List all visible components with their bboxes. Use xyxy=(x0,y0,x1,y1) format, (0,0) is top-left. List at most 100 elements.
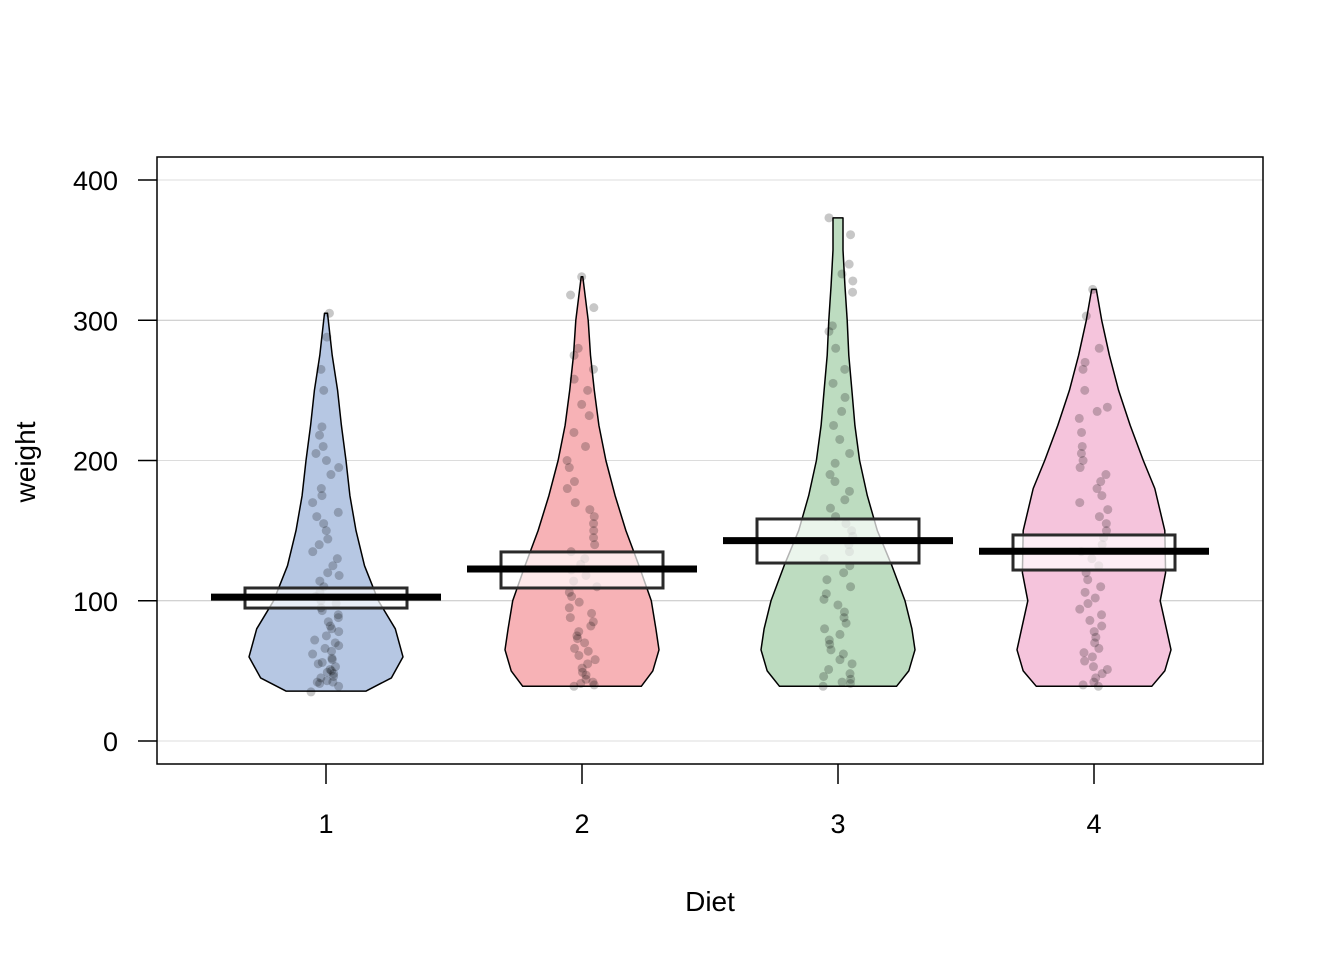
data-point xyxy=(313,659,323,669)
data-point xyxy=(829,420,839,430)
data-point xyxy=(315,430,325,440)
data-point xyxy=(320,643,330,653)
data-point xyxy=(588,617,598,627)
data-point xyxy=(564,463,574,473)
data-point xyxy=(308,498,318,508)
y-tick-label: 300 xyxy=(73,306,118,336)
data-point xyxy=(569,477,579,487)
data-point xyxy=(589,680,599,690)
data-point xyxy=(1094,343,1104,353)
data-point xyxy=(573,634,583,644)
data-point xyxy=(1081,311,1091,321)
data-point xyxy=(837,406,847,416)
data-point xyxy=(1089,627,1099,637)
data-point xyxy=(589,533,599,543)
data-point xyxy=(830,477,840,487)
data-point xyxy=(1075,604,1085,614)
data-point xyxy=(319,385,329,395)
data-point xyxy=(569,427,579,437)
violin-diet-4 xyxy=(1016,288,1172,688)
data-point xyxy=(1097,491,1107,501)
data-point xyxy=(828,378,838,388)
data-point xyxy=(837,269,847,279)
data-point xyxy=(564,587,574,597)
data-point xyxy=(819,671,829,681)
data-point xyxy=(308,649,318,659)
x-axis: 1 2 3 4 xyxy=(318,764,1102,839)
data-point xyxy=(316,364,326,374)
data-point xyxy=(848,287,858,297)
data-point xyxy=(585,505,595,515)
data-point xyxy=(570,498,580,508)
data-point xyxy=(317,657,327,667)
data-point xyxy=(822,575,832,585)
data-point xyxy=(1078,364,1088,374)
data-point xyxy=(322,332,332,342)
data-point xyxy=(325,664,335,674)
data-point xyxy=(321,456,331,465)
data-point xyxy=(1075,498,1085,508)
data-point xyxy=(327,655,337,665)
data-point xyxy=(845,448,855,458)
y-tick-label: 0 xyxy=(103,727,118,757)
data-point xyxy=(589,303,599,313)
data-point xyxy=(820,624,830,634)
data-point xyxy=(1078,680,1088,690)
data-point xyxy=(1077,427,1087,437)
data-point xyxy=(819,594,829,604)
data-point xyxy=(566,290,576,300)
data-point xyxy=(573,343,583,353)
data-point xyxy=(1089,677,1099,687)
data-point xyxy=(316,673,326,683)
data-point xyxy=(1091,632,1101,642)
data-point xyxy=(583,646,593,656)
data-point xyxy=(1101,526,1111,536)
data-point xyxy=(1093,681,1103,691)
data-point xyxy=(317,422,327,432)
data-point xyxy=(1096,477,1106,487)
data-point xyxy=(1101,470,1111,480)
data-point xyxy=(325,621,335,631)
data-point xyxy=(562,484,572,494)
data-point xyxy=(844,259,854,269)
data-point xyxy=(574,627,584,637)
data-point xyxy=(562,456,572,465)
data-point xyxy=(330,638,340,648)
raw-points xyxy=(306,213,1113,697)
data-point xyxy=(581,674,591,684)
data-point xyxy=(589,526,599,536)
data-point xyxy=(841,618,851,628)
data-point xyxy=(1096,582,1106,592)
data-point xyxy=(824,213,834,223)
data-point xyxy=(1080,656,1090,666)
data-point xyxy=(1085,615,1095,625)
data-point xyxy=(584,411,594,421)
data-point xyxy=(334,463,344,473)
data-point xyxy=(577,399,587,409)
data-point xyxy=(1087,652,1097,662)
data-point xyxy=(848,276,858,286)
data-point xyxy=(590,540,600,550)
data-point xyxy=(1090,593,1100,603)
x-axis-label: Diet xyxy=(685,886,735,917)
data-point xyxy=(1091,673,1101,683)
data-point xyxy=(846,230,856,240)
data-point xyxy=(1078,456,1088,465)
data-point xyxy=(580,638,590,648)
data-point xyxy=(323,534,333,544)
data-point xyxy=(322,667,332,677)
data-point xyxy=(314,540,324,550)
data-point xyxy=(574,650,584,660)
data-point xyxy=(1080,357,1090,367)
data-point xyxy=(321,631,331,641)
mean-lines xyxy=(211,537,1209,601)
data-point xyxy=(334,681,344,691)
violin-diet-3 xyxy=(760,217,916,688)
data-point xyxy=(569,374,579,384)
data-point xyxy=(334,641,344,651)
data-point xyxy=(312,677,322,687)
data-point xyxy=(326,470,336,480)
data-point xyxy=(1074,413,1084,423)
data-point xyxy=(835,655,845,665)
data-point xyxy=(312,512,322,522)
